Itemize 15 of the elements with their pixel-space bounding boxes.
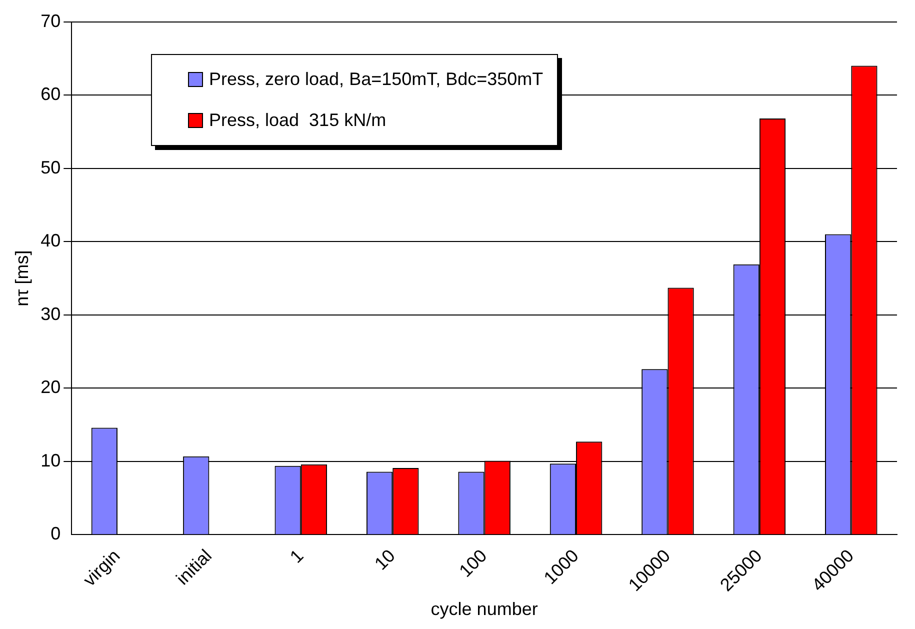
y-tick-label: 30 xyxy=(40,304,61,324)
y-tick-label: 40 xyxy=(40,230,61,251)
y-tick-label: 20 xyxy=(40,377,61,398)
legend-label: Press, zero load, Ba=150mT, Bdc=350mT xyxy=(209,69,544,90)
y-tick-label: 50 xyxy=(40,157,61,178)
y-tick-label: 10 xyxy=(40,450,61,470)
y-tick-label: 70 xyxy=(40,10,61,31)
x-axis-title: cycle number xyxy=(430,599,538,620)
legend-label: Press, load 315 kN/m xyxy=(209,110,386,131)
x-tick-label: 1 xyxy=(286,546,308,567)
x-tick-label: 100 xyxy=(455,546,491,581)
y-tick-label: 60 xyxy=(40,84,61,104)
y-axis-title: nτ [ms] xyxy=(12,250,32,306)
x-tick-label: 10 xyxy=(370,546,399,574)
y-tick-label: 0 xyxy=(50,524,61,544)
